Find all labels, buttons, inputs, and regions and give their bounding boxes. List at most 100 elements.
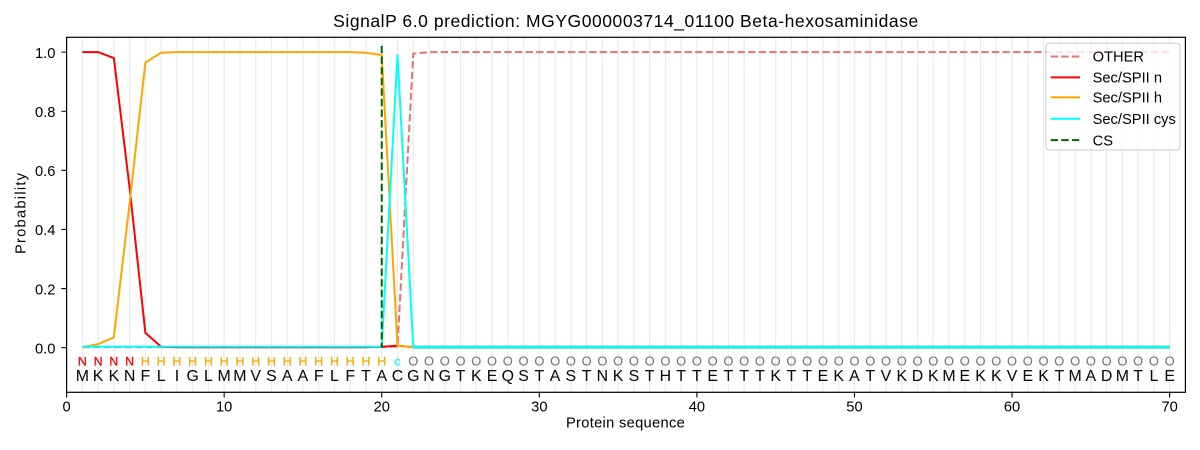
svg-text:O: O [1149, 353, 1159, 368]
svg-text:0.4: 0.4 [35, 223, 55, 239]
svg-text:T: T [645, 368, 655, 385]
svg-text:Protein sequence: Protein sequence [566, 416, 685, 432]
svg-text:K: K [833, 368, 844, 385]
svg-text:O: O [519, 353, 529, 368]
svg-text:E: E [959, 368, 970, 385]
svg-text:N: N [78, 354, 87, 368]
svg-text:N: N [423, 368, 434, 385]
svg-text:H: H [362, 354, 371, 368]
svg-text:V: V [250, 368, 261, 385]
svg-text:O: O [676, 353, 686, 368]
svg-text:O: O [534, 353, 544, 368]
svg-text:OTHER: OTHER [1093, 50, 1144, 66]
svg-text:O: O [440, 353, 450, 368]
svg-text:O: O [818, 353, 828, 368]
svg-text:K: K [770, 368, 781, 385]
svg-text:O: O [692, 353, 702, 368]
svg-text:L: L [157, 368, 166, 385]
svg-text:T: T [787, 368, 797, 385]
svg-text:O: O [503, 353, 513, 368]
svg-text:H: H [298, 354, 307, 368]
svg-text:O: O [708, 353, 718, 368]
svg-text:M: M [218, 368, 231, 385]
svg-text:O: O [834, 353, 844, 368]
svg-text:O: O [471, 353, 481, 368]
svg-text:O: O [755, 353, 765, 368]
svg-text:H: H [141, 354, 150, 368]
svg-text:M: M [942, 368, 955, 385]
svg-text:O: O [1086, 353, 1096, 368]
svg-text:E: E [818, 368, 829, 385]
svg-text:M: M [1116, 368, 1129, 385]
svg-text:K: K [109, 368, 120, 385]
svg-text:K: K [93, 368, 104, 385]
svg-text:SignalP 6.0 prediction: MGYG00: SignalP 6.0 prediction: MGYG000003714_01… [333, 11, 919, 32]
svg-text:L: L [330, 368, 339, 385]
svg-text:O: O [881, 353, 891, 368]
svg-text:H: H [330, 354, 339, 368]
svg-text:Sec/SPII cys: Sec/SPII cys [1093, 112, 1176, 128]
svg-text:H: H [314, 354, 323, 368]
svg-text:K: K [896, 368, 907, 385]
svg-text:L: L [204, 368, 213, 385]
svg-text:Sec/SPII h: Sec/SPII h [1093, 91, 1162, 107]
svg-text:T: T [361, 368, 371, 385]
svg-text:H: H [660, 368, 671, 385]
svg-text:Probability: Probability [14, 172, 30, 254]
svg-text:O: O [739, 353, 749, 368]
svg-text:F: F [141, 368, 151, 385]
svg-text:H: H [204, 354, 213, 368]
svg-text:E: E [487, 368, 498, 385]
svg-text:O: O [802, 353, 812, 368]
svg-text:F: F [314, 368, 324, 385]
svg-text:A: A [298, 368, 309, 385]
svg-text:H: H [188, 354, 197, 368]
svg-text:T: T [582, 368, 592, 385]
svg-text:A: A [376, 368, 387, 385]
svg-text:O: O [645, 353, 655, 368]
svg-text:H: H [346, 354, 355, 368]
svg-text:O: O [771, 353, 781, 368]
svg-text:O: O [1133, 353, 1143, 368]
svg-text:O: O [1023, 353, 1033, 368]
svg-text:T: T [1054, 368, 1064, 385]
svg-text:O: O [660, 353, 670, 368]
svg-text:H: H [235, 354, 244, 368]
svg-text:V: V [881, 368, 892, 385]
svg-text:L: L [1149, 368, 1158, 385]
svg-text:N: N [109, 354, 118, 368]
svg-text:O: O [629, 353, 639, 368]
svg-text:I: I [175, 368, 179, 385]
svg-text:O: O [723, 353, 733, 368]
svg-text:E: E [1023, 368, 1034, 385]
svg-text:0.6: 0.6 [35, 164, 55, 180]
svg-text:70: 70 [1161, 399, 1177, 415]
svg-text:O: O [1117, 353, 1127, 368]
svg-text:H: H [283, 354, 292, 368]
svg-text:T: T [755, 368, 765, 385]
svg-text:M: M [76, 368, 89, 385]
svg-text:N: N [125, 354, 134, 368]
svg-text:O: O [408, 353, 418, 368]
svg-text:H: H [251, 354, 260, 368]
svg-text:O: O [1039, 353, 1049, 368]
svg-text:S: S [518, 368, 529, 385]
svg-text:K: K [1038, 368, 1049, 385]
svg-text:Sec/SPII n: Sec/SPII n [1093, 71, 1162, 87]
svg-text:T: T [692, 368, 702, 385]
svg-text:D: D [912, 368, 923, 385]
svg-text:O: O [976, 353, 986, 368]
svg-text:G: G [439, 368, 451, 385]
svg-text:20: 20 [374, 399, 390, 415]
svg-text:30: 30 [531, 399, 547, 415]
svg-text:K: K [928, 368, 939, 385]
svg-text:O: O [960, 353, 970, 368]
svg-text:T: T [724, 368, 734, 385]
svg-text:O: O [597, 353, 607, 368]
svg-text:O: O [1102, 353, 1112, 368]
svg-text:E: E [707, 368, 718, 385]
svg-text:O: O [582, 353, 592, 368]
svg-text:D: D [1101, 368, 1112, 385]
svg-text:H: H [172, 354, 181, 368]
svg-text:H: H [220, 354, 229, 368]
